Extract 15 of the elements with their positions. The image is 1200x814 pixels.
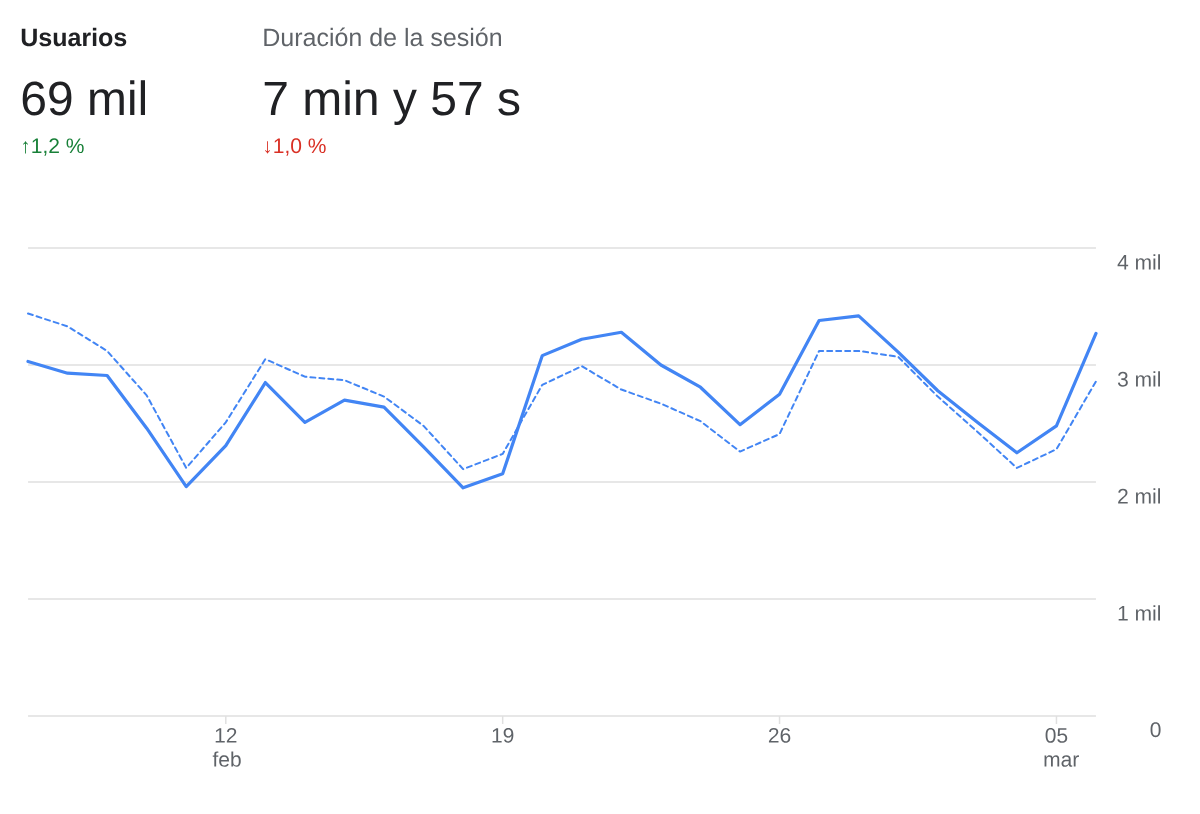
text: ↓1,0 % (265, 138, 326, 156)
y-tick-label: 1 mil (1118, 605, 1160, 621)
text: 7 min y 57 s (264, 80, 520, 125)
x-tick-label: 26 (768, 727, 791, 743)
x-tick-label: 12 feb (212, 727, 241, 767)
y-tick-label: 4 mil (1117, 254, 1160, 270)
text: Usuarios (21, 27, 127, 47)
x-tick-label: 19 (492, 727, 514, 743)
y-tick-label: 0 (1150, 722, 1161, 738)
y-tick-label: 3 mil (1117, 371, 1160, 387)
x-tick-label: 05 mar (1044, 727, 1079, 767)
y-tick-label: 2 mil (1118, 488, 1160, 504)
text: Duración de la sesión (264, 27, 501, 47)
text: ↑1,2 % (23, 138, 84, 156)
text: 69 mil (22, 80, 146, 116)
